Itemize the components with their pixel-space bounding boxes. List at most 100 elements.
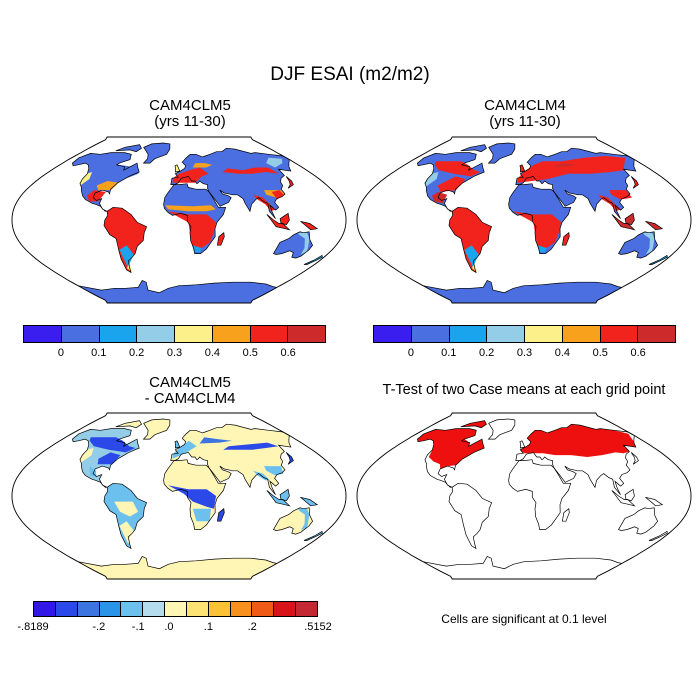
coastline-newGuinea [300,220,319,231]
colorbar-tick-label: .1 [203,621,213,633]
colorbar-swatch [99,602,122,616]
coastline-antarctica [77,555,278,579]
colorbar-difference-ticks: -.8189 -.2 -.1 .0 .1 .2 .5152 [17,621,331,635]
colorbar-swatch [137,326,175,342]
colorbar-tick-label: 0.5 [592,347,608,359]
map-region [431,192,448,204]
panel-4-title-line1: T-Test of two Case means at each grid po… [382,382,666,398]
colorbar-tick-label: 0.6 [280,347,296,359]
coastline-australia [617,507,659,535]
map-region [611,214,635,230]
coastline-newGuinea [300,496,319,507]
coastline-southAmerica [448,482,493,550]
panel-4-title: T-Test of two Case means at each grid po… [353,382,695,398]
map-region [460,144,487,152]
map-region [280,489,290,501]
coastline-africa [163,459,227,530]
map-region [280,213,290,225]
coastline-antarctica [422,555,623,579]
colorbar-tick-label: -.8189 [17,621,49,633]
map-region [437,176,466,192]
coastline-eurasia [170,423,292,495]
panel-2-title: CAM4CLM4 (yrs 11-30) [365,98,685,130]
colorbar-tick-label: .2 [247,621,257,633]
coastline-britain [174,164,181,173]
map-region [464,245,479,268]
coastline-northAmerica [417,152,485,212]
colorbar-tick-label: 0.6 [630,347,646,359]
figure-title: DJF ESAI (m2/m2) [270,64,430,85]
map-region [86,190,106,202]
colorbar-swatch [274,602,297,616]
colorbar-tick-label: 0.2 [128,347,145,359]
colorbar-tick-label: -.1 [131,621,145,633]
map-boundary [356,136,692,304]
colorbar-swatch [61,326,100,342]
coastline-southAmerica [448,206,493,274]
colorbar-swatch [288,326,325,342]
panel-3-title: CAM4CLM5 - CAM4CLM4 [30,375,350,407]
panel-1-title-line2: (yrs 11-30) [154,113,226,130]
panel-3-title-line1: CAM4CLM5 [149,374,231,391]
map-region [104,207,147,273]
coastline-arcticIslands [460,420,487,429]
map-ocean [12,413,346,579]
panel-1-title-line1: CAM4CLM5 [149,97,231,114]
coastline-australia [617,231,659,259]
coastline-eurasia [515,423,637,495]
map-region [114,501,139,517]
map-region [625,213,635,225]
map-region [562,232,570,246]
colorbar-difference [33,601,318,617]
coastline-newZealand [303,530,323,541]
map-region [77,556,277,579]
colorbar-tick-label: 0.2 [478,347,495,359]
colorbar-tick-label: 0 [407,347,414,359]
map-region [89,437,136,453]
colorbar-swatch [252,602,275,616]
colorbar-swatch [212,326,251,342]
colorbar-tick-label: 0 [57,347,64,359]
colorbar-tick-label: 0.1 [441,347,457,359]
map-ttest [356,412,692,580]
map-region [271,190,284,200]
colorbar-tick-label: 0.4 [204,347,221,359]
map-region [167,211,217,248]
colorbar-swatch [411,326,450,342]
coastline-madagascar [561,232,570,246]
map-ocean [357,137,691,303]
map-region [253,194,276,212]
map-region [168,485,217,509]
colorbar-swatch [99,326,138,342]
map-boundary [11,136,347,304]
coastline-africa [163,183,227,254]
coastline-southAmerica [103,482,148,550]
coastline-antarctica [77,279,278,303]
coastline-madagascar [216,508,225,522]
colorbar-swatch [121,602,144,616]
colorbar-swatch [296,602,317,616]
map-region [143,419,170,440]
panel-2-title-line1: CAM4CLM4 [484,97,566,114]
coastline-greenland [487,142,516,164]
coastline-indonesia [611,214,636,231]
map-region [119,245,134,268]
coastline-japan [630,452,639,465]
significance-note: Cells are significant at 0.1 level [441,612,607,626]
map-ocean [12,137,346,303]
colorbar-cam4clm5 [23,325,326,343]
colorbar-tick-label: 0.4 [554,347,571,359]
coastline-indonesia [266,214,291,231]
colorbar-tick-label: .5152 [304,621,332,633]
coastline-indonesia [266,490,291,507]
map-region [170,424,291,495]
colorbar-tick-label: .0 [164,621,174,633]
coastline-arcticIslands [115,420,142,429]
coastline-borneo [624,488,635,501]
colorbar-tick-label: -.2 [92,621,106,633]
map-region [96,181,119,191]
map-land-layer [72,418,323,579]
colorbar-cam4clm5-ticks: 0 0.1 0.2 0.3 0.4 0.5 0.6 [23,347,326,361]
coastline-japan [285,452,294,465]
colorbar-swatch [250,326,289,342]
